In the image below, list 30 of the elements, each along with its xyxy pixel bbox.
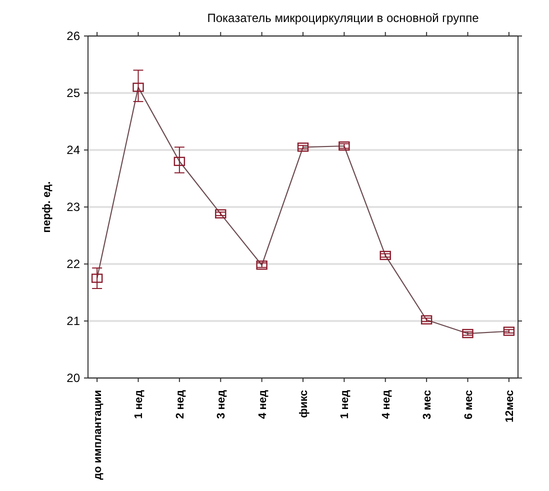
- y-axis-title: перф. ед.: [41, 181, 53, 233]
- x-tick-label: 6 мес: [462, 390, 475, 420]
- x-tick-label: 1 нед: [133, 390, 146, 419]
- point: [215, 209, 226, 218]
- point: [420, 315, 432, 324]
- x-tick-label: 4 нед: [256, 390, 269, 419]
- point: [380, 250, 391, 260]
- x-tick-label: до имплантации: [92, 390, 104, 480]
- point: [132, 82, 144, 92]
- x-tick-label: 1 нед: [339, 390, 352, 419]
- x-tick-label: 2 нед: [174, 390, 186, 419]
- y-tick-label: 20: [66, 371, 80, 385]
- point: [462, 328, 474, 338]
- x-tick-label: 3 нед: [216, 390, 228, 419]
- y-tick-label: 26: [66, 29, 80, 43]
- x-tick-label: 4 нед: [380, 390, 392, 419]
- point: [91, 274, 103, 283]
- x-tick-label: 3 мес: [422, 390, 434, 420]
- y-tick-label: 22: [66, 257, 80, 271]
- point: [174, 156, 186, 166]
- chart-title: Показатель микроциркуляции в основной группе: [207, 11, 480, 25]
- x-tick-label: фикс: [298, 390, 310, 418]
- x-tick-label: 12мес: [504, 390, 516, 422]
- point: [503, 326, 515, 336]
- point: [297, 142, 309, 152]
- y-tick-label: 25: [66, 86, 80, 100]
- y-tick-label: 23: [66, 200, 80, 214]
- y-tick-label: 21: [66, 314, 80, 328]
- y-tick-label: 24: [66, 143, 80, 157]
- point: [256, 260, 268, 270]
